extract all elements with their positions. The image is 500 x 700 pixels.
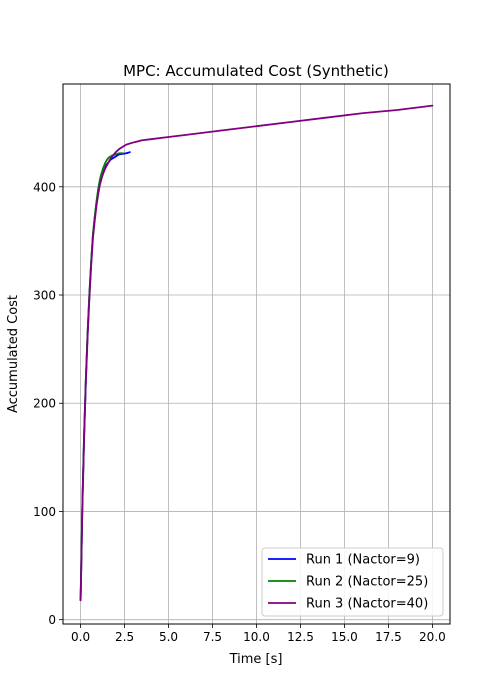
legend: Run 1 (Nactor=9) Run 2 (Nactor=25) Run 3… [262, 548, 443, 616]
chart-title: MPC: Accumulated Cost (Synthetic) [123, 62, 389, 80]
y-tick-label: 300 [33, 289, 56, 303]
y-tick-label: 100 [33, 505, 56, 519]
y-axis-label: Accumulated Cost [6, 295, 21, 413]
x-tick-label: 12.5 [287, 630, 314, 644]
legend-label-run3: Run 3 (Nactor=40) [306, 597, 428, 612]
y-tick-label: 200 [33, 397, 56, 411]
x-tick-label: 5.0 [159, 630, 178, 644]
legend-label-run2: Run 2 (Nactor=25) [306, 575, 428, 590]
legend-label-run1: Run 1 (Nactor=9) [306, 553, 420, 568]
x-tick-label: 7.5 [203, 630, 222, 644]
x-tick-label: 10.0 [243, 630, 270, 644]
y-tick-label: 400 [33, 180, 56, 194]
y-tick-label: 0 [48, 613, 56, 627]
x-tick-label: 17.5 [375, 630, 402, 644]
x-tick-label: 15.0 [331, 630, 358, 644]
x-tick-label: 0.0 [71, 630, 90, 644]
x-tick-label: 20.0 [419, 630, 446, 644]
x-tick-label: 2.5 [115, 630, 134, 644]
x-axis-label: Time [s] [229, 652, 283, 667]
